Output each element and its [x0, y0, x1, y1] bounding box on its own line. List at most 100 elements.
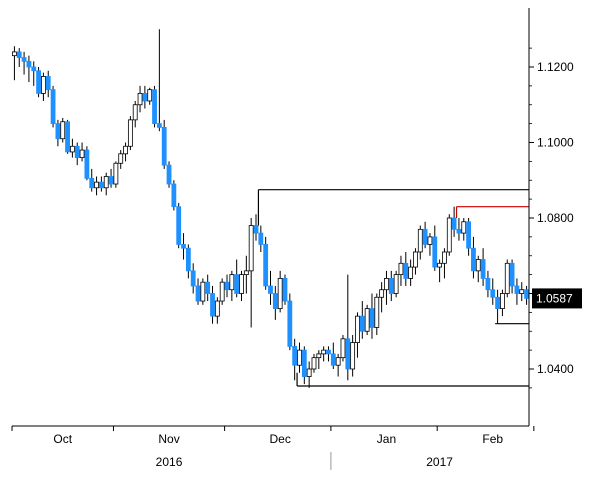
candle — [181, 233, 186, 260]
candle — [461, 218, 467, 241]
candle — [442, 248, 447, 279]
candle — [374, 293, 380, 336]
candle — [41, 72, 46, 101]
candle — [108, 168, 114, 188]
candle — [45, 70, 51, 98]
candle — [345, 274, 351, 381]
candle — [12, 46, 17, 81]
candle-body-up — [147, 89, 153, 102]
candle-body-up — [350, 342, 356, 370]
candle-body-down — [176, 206, 182, 245]
candle — [16, 48, 22, 67]
candle — [190, 263, 196, 294]
candle — [147, 87, 153, 105]
candle-body-down — [403, 262, 409, 279]
candle — [74, 142, 80, 166]
candle — [253, 214, 259, 241]
candle — [98, 176, 104, 192]
last-value-marker: 1.0587 — [532, 288, 582, 309]
candle — [224, 274, 230, 298]
candle-body-down — [161, 127, 167, 166]
candle — [210, 285, 215, 324]
candle-body-up — [504, 262, 510, 294]
candle-body-down — [287, 300, 293, 347]
candle-body-up — [229, 274, 235, 291]
candle-body-up — [374, 296, 380, 328]
candle-body-up — [316, 353, 322, 359]
candle — [393, 270, 399, 298]
candle — [156, 29, 162, 132]
candle-body-down — [301, 349, 307, 377]
candle-body-up — [335, 357, 341, 366]
candle — [355, 312, 360, 358]
candle — [471, 236, 476, 279]
candle — [50, 85, 56, 128]
candle-body-down — [26, 60, 32, 68]
candle-body-up — [239, 274, 244, 294]
candle-body-down — [466, 221, 472, 249]
candle — [335, 353, 341, 377]
annotation-resistance — [257, 189, 529, 226]
candle-body-up — [413, 251, 418, 268]
candle-body-up — [123, 145, 128, 155]
candle — [427, 233, 433, 256]
candle-body-up — [41, 76, 46, 94]
x-axis-months: Oct Nov Dec Jan Feb — [11, 426, 535, 446]
candle — [258, 225, 264, 252]
candle — [176, 202, 182, 249]
candle-body-up — [248, 225, 254, 272]
candle-body-down — [45, 76, 51, 91]
candle — [480, 248, 486, 286]
candle — [330, 342, 336, 369]
candle — [103, 172, 109, 196]
candle — [509, 259, 515, 294]
candle-body-down — [166, 164, 172, 185]
candle — [350, 335, 356, 377]
candle-body-down — [282, 277, 288, 302]
candle — [123, 142, 128, 162]
annotation-support — [296, 372, 529, 387]
annotation-resistance — [455, 206, 529, 218]
candle-body-up — [393, 274, 399, 294]
candle — [432, 225, 438, 271]
candle-body-down — [345, 338, 351, 370]
candle — [413, 248, 418, 275]
last-value-label: 1.0587 — [536, 291, 573, 305]
candle-body-down — [234, 274, 240, 294]
candle-body-down — [514, 285, 520, 294]
candle-body-down — [471, 247, 476, 272]
candle — [171, 180, 177, 211]
candle-body-up — [118, 153, 124, 164]
candle-body-down — [21, 57, 27, 62]
candle-body-up — [475, 259, 481, 272]
candle-body-down — [451, 217, 457, 230]
candle — [277, 270, 283, 313]
candle — [166, 161, 172, 188]
candle-body-up — [379, 289, 385, 298]
candle-body-up — [417, 228, 423, 253]
candle-body-up — [277, 277, 283, 309]
candle-body-down — [181, 244, 186, 249]
candle-body-down — [98, 181, 104, 189]
candle-body-up — [519, 289, 525, 294]
candle-body-down — [36, 70, 41, 94]
candle-body-down — [16, 51, 22, 58]
candle — [306, 361, 312, 388]
candle — [113, 161, 119, 188]
candle-body-down — [480, 259, 486, 279]
candle — [84, 146, 90, 181]
candle-body-up — [408, 266, 414, 279]
candle-body-down — [369, 308, 375, 328]
candle-body-up — [94, 181, 99, 189]
x-month-label: Feb — [482, 432, 503, 446]
candle — [239, 270, 244, 302]
candle — [263, 236, 269, 290]
candle — [466, 218, 472, 256]
candle — [214, 297, 220, 324]
candle — [248, 218, 254, 328]
candle-body-up — [79, 149, 85, 159]
candle-body-up — [214, 300, 220, 317]
candle — [500, 289, 505, 317]
candle — [495, 289, 500, 324]
